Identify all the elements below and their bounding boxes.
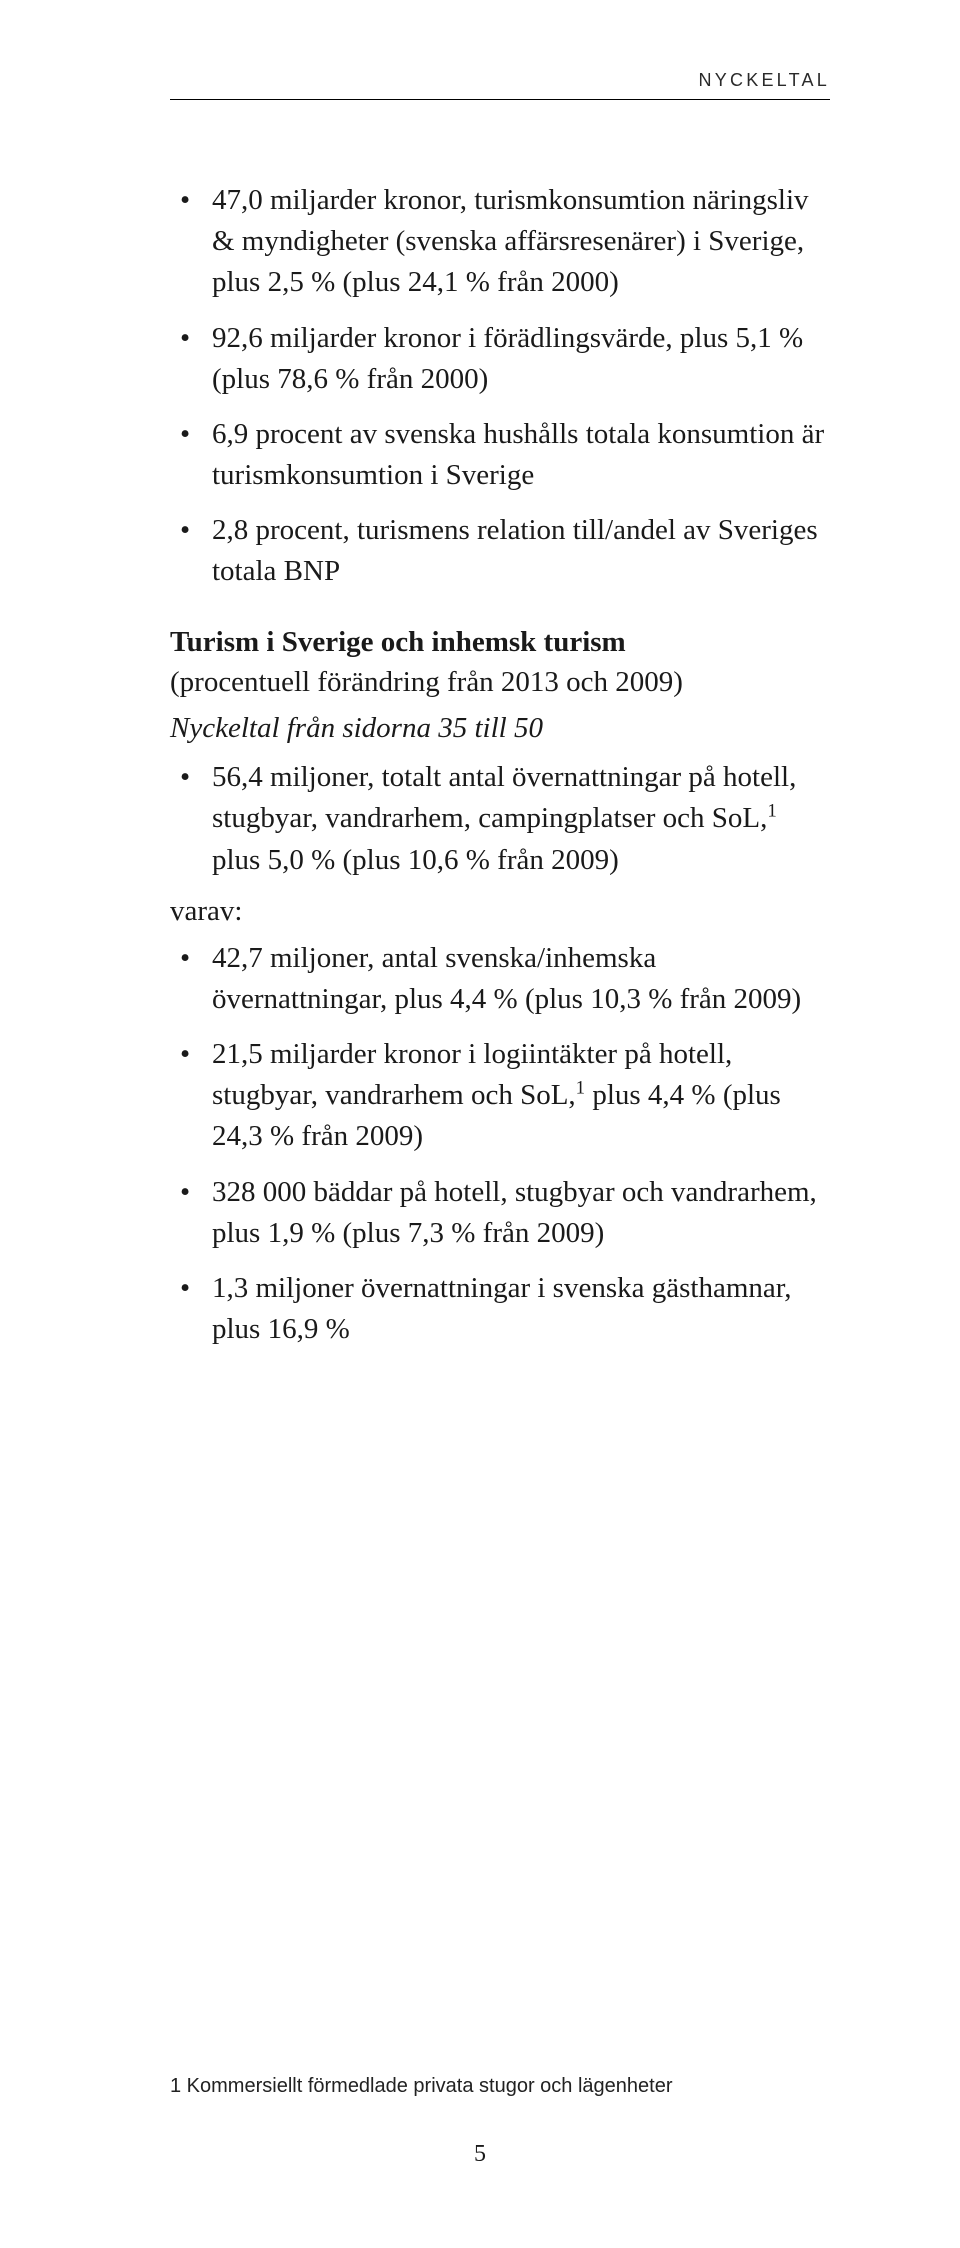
italic-note: Nyckeltal från sidorna 35 till 50 (170, 712, 830, 745)
list-item: 47,0 miljarder kronor, turismkonsumtion … (170, 180, 830, 304)
list-item: 21,5 miljarder kronor i logiintäkter på … (170, 1034, 830, 1158)
footnote-ref: 1 (576, 1078, 585, 1099)
text-pre: 56,4 miljoner, totalt antal övernattning… (212, 761, 796, 834)
bullet-list-mid: 56,4 miljoner, totalt antal övernattning… (170, 757, 830, 881)
varav-label: varav: (170, 895, 830, 928)
list-item: 92,6 miljarder kronor i förädlingsvärde,… (170, 318, 830, 400)
running-head: NYCKELTAL (170, 70, 830, 91)
header-rule (170, 99, 830, 100)
section-heading: Turism i Sverige och inhemsk turism (170, 623, 830, 662)
text-post: plus 5,0 % (plus 10,6 % från 2009) (212, 844, 619, 876)
list-item: 42,7 miljoner, antal svenska/inhemska öv… (170, 938, 830, 1020)
section-subheading: (procentuell förändring från 2013 och 20… (170, 662, 830, 703)
list-item: 2,8 procent, turismens relation till/and… (170, 510, 830, 592)
list-item: 6,9 procent av svenska hushålls totala k… (170, 414, 830, 496)
list-item: 328 000 bäddar på hotell, stugbyar och v… (170, 1172, 830, 1254)
list-item: 1,3 miljoner övernattningar i svenska gä… (170, 1268, 830, 1350)
bullet-list-bottom: 42,7 miljoner, antal svenska/inhemska öv… (170, 938, 830, 1351)
footnote-ref: 1 (767, 801, 776, 822)
list-item: 56,4 miljoner, totalt antal övernattning… (170, 757, 830, 881)
footnote-text: 1 Kommersiellt förmedlade privata stugor… (170, 2075, 830, 2098)
page-number: 5 (0, 2141, 960, 2168)
bullet-list-top: 47,0 miljarder kronor, turismkonsumtion … (170, 180, 830, 593)
